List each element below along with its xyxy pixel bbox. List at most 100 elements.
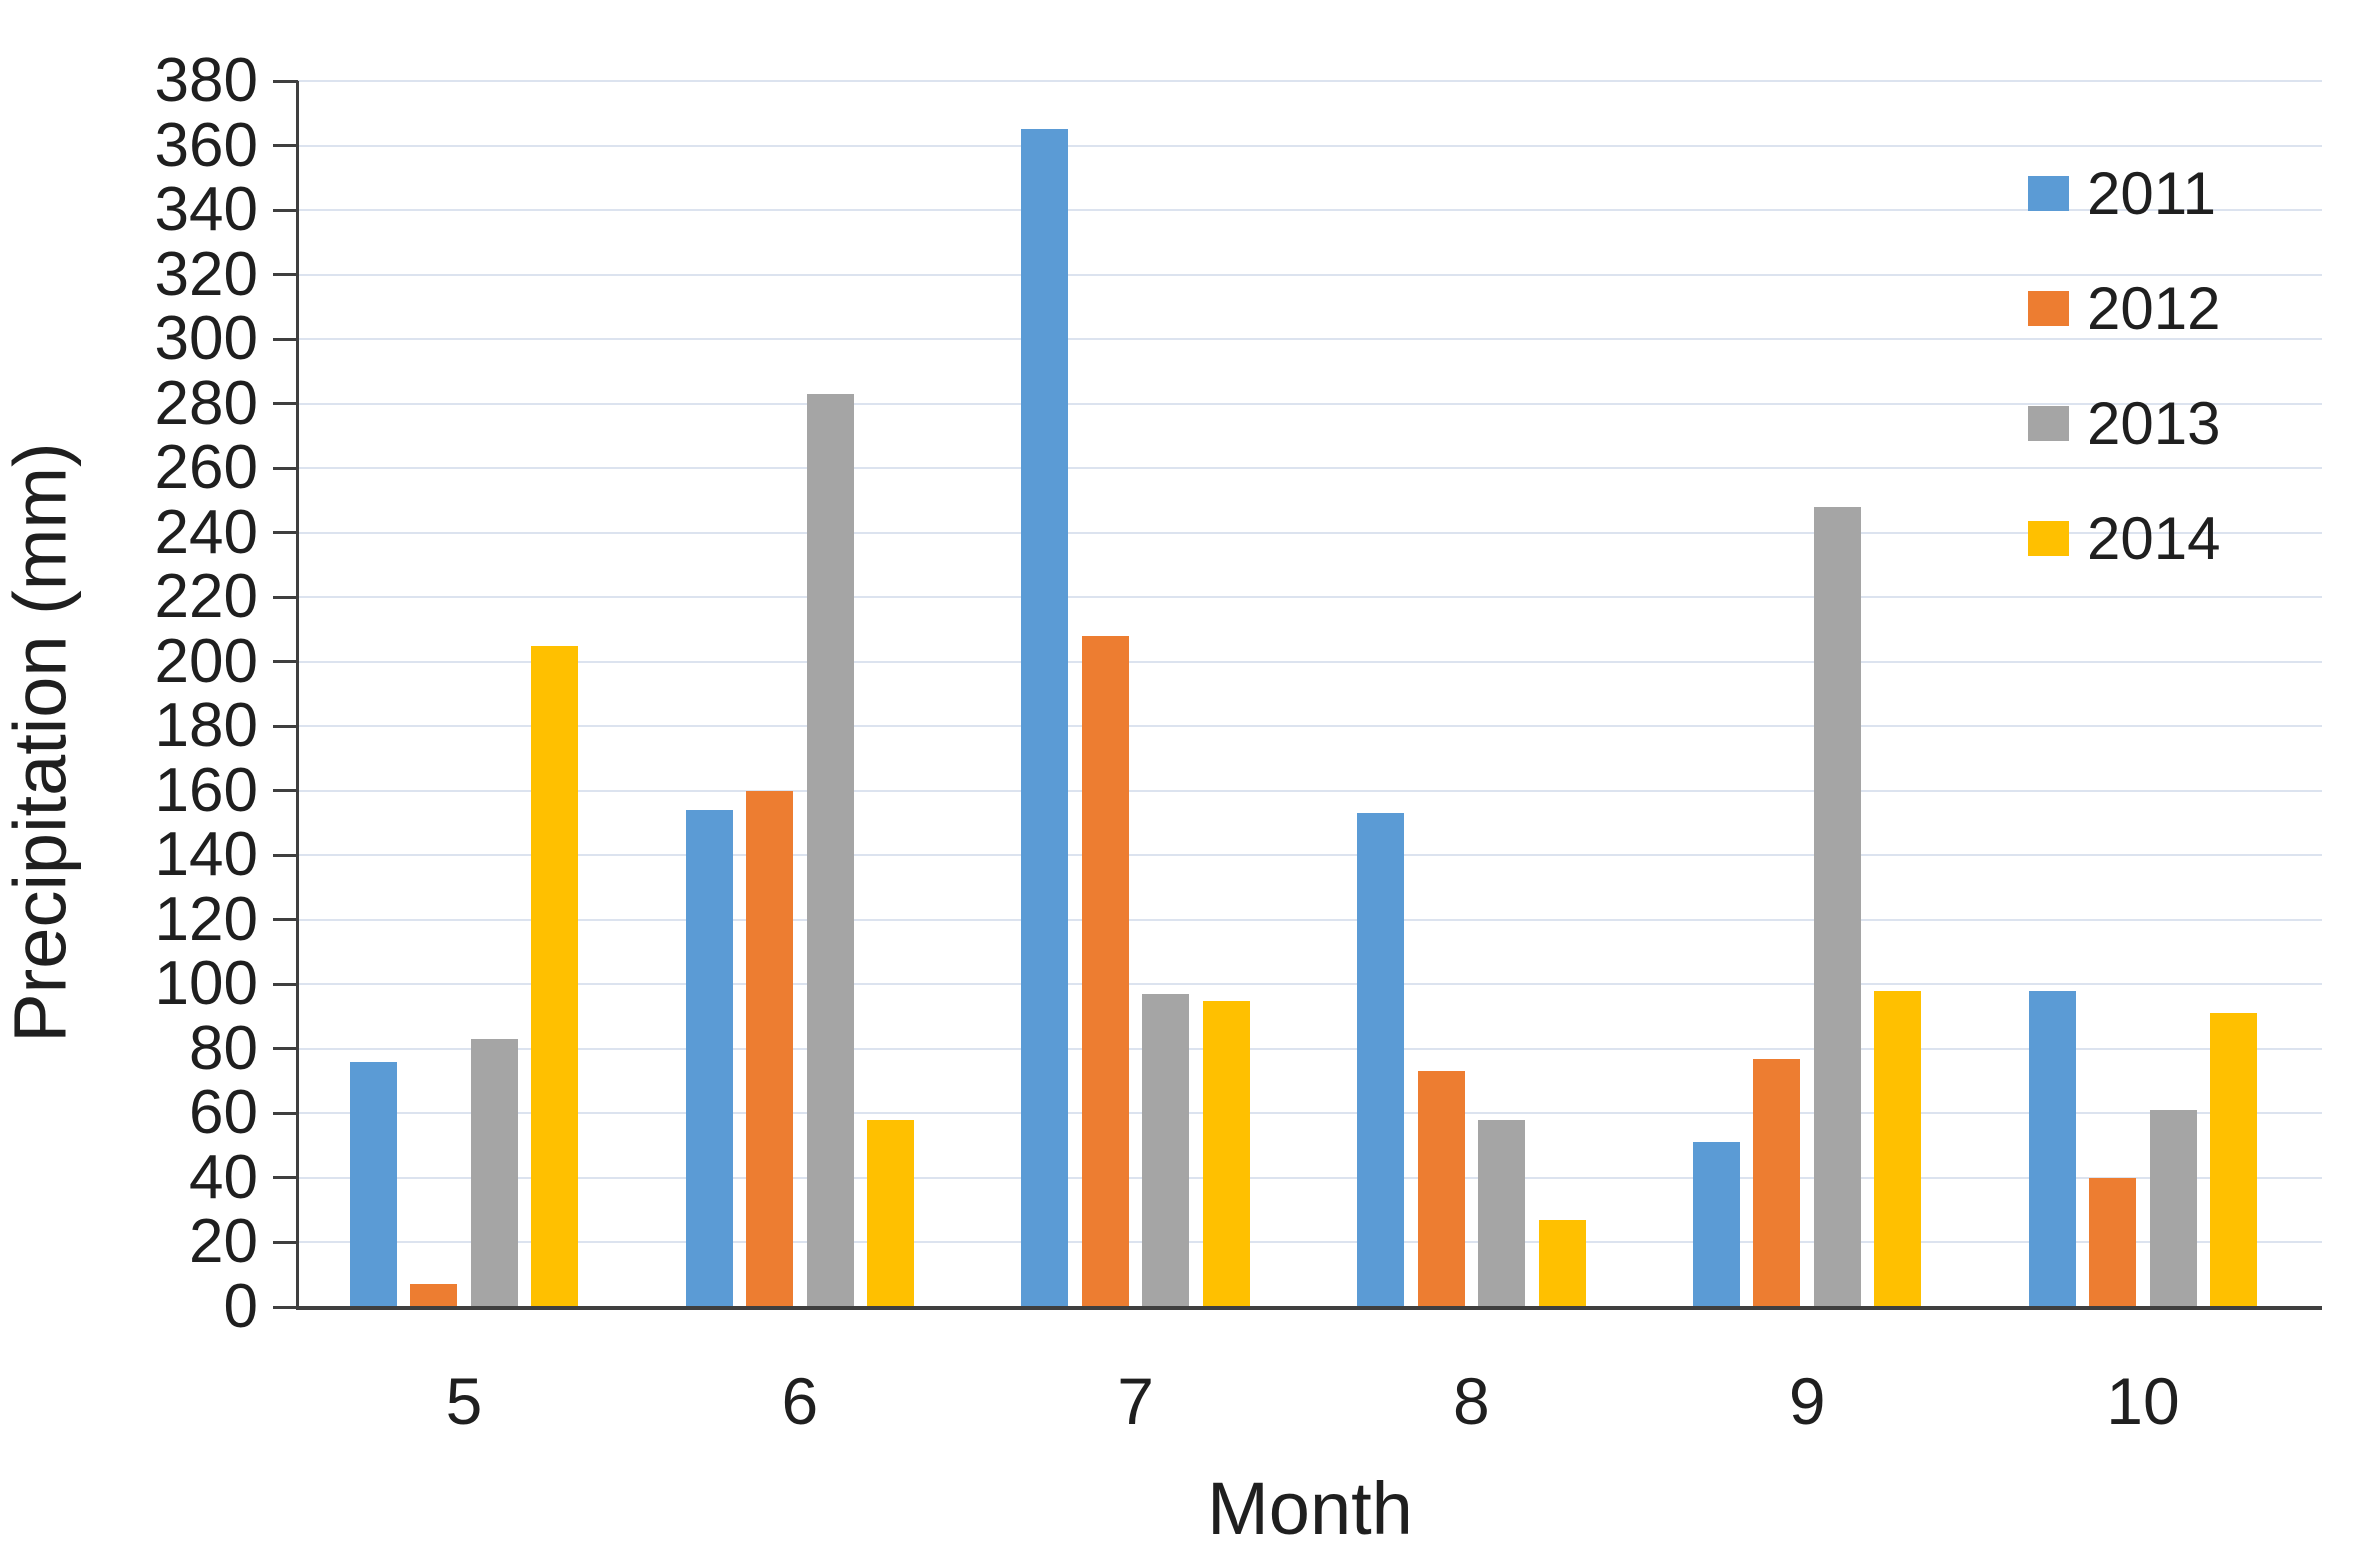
bar-2013-month-8 [1478,1119,1526,1307]
legend-swatch-2011 [2028,176,2069,211]
bar-2011-month-6 [685,810,733,1307]
legend: 2011 2012 2013 2014 [2028,136,2220,596]
bar-2011-month-10 [2028,990,2076,1307]
legend-item-2011: 2011 [2028,136,2220,251]
y-axis-line [296,81,299,1310]
bar-2012-month-6 [746,790,794,1307]
gridline [298,1241,2322,1244]
y-axis-tick-label: 300 [154,304,258,374]
y-axis-tick-label: 200 [154,626,258,696]
gridline [298,209,2322,212]
y-axis-tick-label: 220 [154,562,258,632]
x-axis-title: Month [1207,1467,1413,1550]
legend-label: 2013 [2087,390,2221,457]
bar-2014-month-7 [1202,1000,1250,1307]
y-axis-tick [273,402,298,406]
y-axis-tick [273,660,298,664]
bar-2011-month-8 [1357,813,1405,1307]
x-axis-tick-label: 5 [445,1364,483,1438]
bar-2013-month-5 [470,1039,518,1307]
gridline [298,1112,2322,1115]
y-axis-tick-label: 280 [154,368,258,438]
y-axis-tick-label: 260 [154,433,258,503]
y-axis-tick-label: 160 [154,755,258,825]
y-axis-tick [273,79,298,83]
y-axis-tick-label: 80 [189,1013,258,1083]
x-axis-tick-label: 10 [2106,1364,2180,1438]
y-axis-tick-label: 100 [154,949,258,1019]
y-axis-tick-label: 20 [189,1207,258,1277]
y-axis-tick [273,853,298,857]
bar-2011-month-5 [349,1061,397,1307]
bar-2013-month-9 [1813,506,1861,1307]
legend-item-2014: 2014 [2028,481,2220,596]
y-axis-tick [273,982,298,986]
bar-2014-month-5 [531,645,579,1307]
gridline [298,789,2322,792]
gridline [298,1176,2322,1179]
bar-2011-month-7 [1021,129,1069,1307]
x-axis-tick-label: 7 [1117,1364,1154,1438]
y-axis-tick [273,789,298,793]
y-axis-tick-label: 320 [154,239,258,309]
y-axis-tick-label: 60 [189,1078,258,1148]
gridline [298,467,2322,470]
bar-2014-month-8 [1538,1219,1586,1307]
bar-2012-month-10 [2089,1177,2137,1307]
y-axis-tick [273,1176,298,1180]
gridline [298,983,2322,986]
gridline [298,531,2322,534]
y-axis-title: Precipitation (mm) [0,442,82,1043]
gridline [298,660,2322,663]
y-axis-tick [273,337,298,341]
bar-2012-month-9 [1753,1058,1801,1307]
bar-2012-month-8 [1417,1071,1465,1307]
gridline [298,725,2322,728]
y-axis-tick-label: 180 [154,691,258,761]
bar-2013-month-6 [806,393,854,1307]
legend-item-2013: 2013 [2028,366,2220,481]
gridline [298,854,2322,857]
legend-swatch-2012 [2028,291,2069,326]
y-axis-tick [273,531,298,535]
bar-2012-month-7 [1081,635,1129,1307]
legend-label: 2012 [2087,275,2221,342]
legend-label: 2014 [2087,505,2221,572]
y-axis-tick [273,595,298,599]
legend-item-2012: 2012 [2028,251,2220,366]
y-axis-tick-label: 40 [189,1142,258,1212]
x-axis-tick-label: 8 [1453,1364,1490,1438]
x-axis-tick-label: 9 [1788,1364,1826,1438]
y-axis-tick [273,724,298,728]
gridline [298,338,2322,341]
y-axis-tick-label: 380 [154,46,258,115]
x-axis-line [298,1306,2322,1310]
y-axis-tick [273,1305,298,1309]
bar-2014-month-6 [867,1119,915,1307]
y-axis-tick-label: 360 [154,110,258,180]
bar-2012-month-5 [410,1284,458,1307]
y-axis-tick-label: 0 [223,1272,258,1341]
x-axis-tick-label: 6 [781,1364,819,1438]
gridline [298,402,2322,405]
gridline [298,596,2322,599]
gridline [298,144,2322,147]
y-axis-tick-label: 240 [154,497,258,567]
bar-2014-month-10 [2210,1013,2258,1307]
plot-area: 2011 2012 2013 2014 [298,80,2322,1307]
gridline [298,918,2322,921]
y-axis-tick-label: 340 [154,175,258,245]
y-axis-tick-label: 140 [154,820,258,890]
legend-swatch-2014 [2028,521,2069,556]
bar-2013-month-7 [1142,994,1190,1307]
y-axis-tick [273,1047,298,1051]
y-axis-tick [273,1240,298,1244]
gridline [298,1047,2322,1050]
y-axis-tick [273,918,298,922]
y-axis-tick [273,208,298,212]
y-axis-tick [273,144,298,148]
y-axis-tick-label: 120 [154,884,258,954]
gridline [298,273,2322,276]
gridline [298,80,2322,82]
